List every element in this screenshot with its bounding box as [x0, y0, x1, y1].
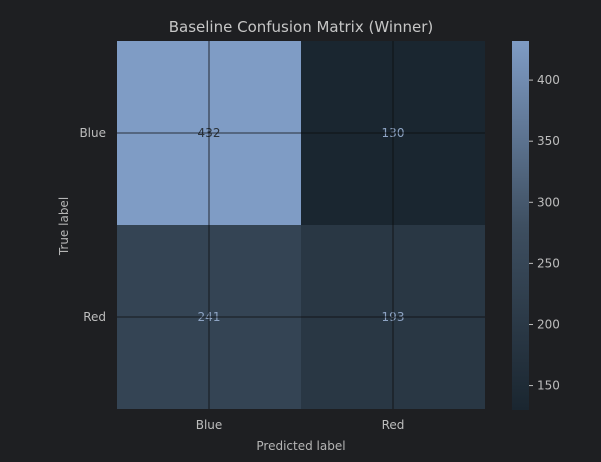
x-tick-label: Blue — [196, 418, 223, 432]
y-axis-label: True label — [57, 197, 71, 256]
x-tick-label: Red — [382, 418, 405, 432]
y-axis-ticks: Blue Red — [79, 126, 106, 324]
colorbar-tick-label: 150 — [537, 379, 560, 393]
colorbar-tick-label: 300 — [537, 195, 560, 209]
colorbar-tick-label: 400 — [537, 73, 560, 87]
colorbar-tick-label: 200 — [537, 317, 560, 331]
y-tick-label: Blue — [79, 126, 106, 140]
gridlines — [117, 41, 485, 409]
colorbar-tick-label: 250 — [537, 256, 560, 270]
chart-title: Baseline Confusion Matrix (Winner) — [169, 18, 434, 36]
y-tick-label: Red — [83, 310, 106, 324]
x-axis-ticks: Blue Red — [196, 418, 405, 432]
colorbar-ticks: 150 200 250 300 350 400 — [529, 73, 560, 393]
x-axis-label: Predicted label — [256, 439, 345, 453]
colorbar-tick-label: 350 — [537, 134, 560, 148]
colorbar — [512, 41, 529, 410]
heatmap-cells — [117, 41, 485, 409]
